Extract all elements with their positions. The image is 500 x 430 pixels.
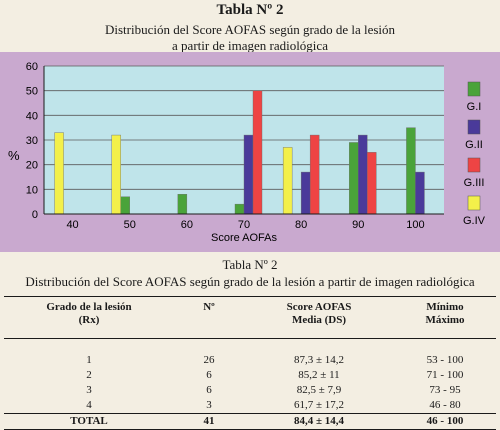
x-tick-label: 100 [406,219,424,231]
table-cell: 53 - 100 [426,354,464,366]
table-cell: TOTAL [4,413,174,430]
table-cell: 71 - 100 [426,369,464,381]
bar-gi-90 [349,142,359,215]
legend-label: G.II [465,139,483,151]
legend-label: G.III [464,177,485,189]
table-row: 3 6 82,5 ± 7,9 73 - 95 [4,383,496,398]
x-axis-label: Score AOFAs [211,232,278,244]
table-cell: 6 [206,384,212,396]
table-cell: 4 [86,399,92,411]
y-tick-label: 60 [26,61,38,73]
bar-chart: 0 10 20 30 40 50 60 40 50 60 70 80 90 100 % Score AOF… [0,52,500,252]
bar-gi-70 [234,203,245,215]
table-cell: 6 [206,369,212,381]
y-tick-label: 40 [26,110,38,122]
table-cell: 3 [86,384,92,396]
table-total-row: TOTAL 41 84,4 ± 14,4 46 - 100 [4,413,496,430]
legend-swatch-gii [467,119,481,135]
bar-giv-80 [282,147,293,215]
table-cell: 1 [86,354,92,366]
table-cell: 26 [203,354,215,366]
bar-gii-70 [243,134,254,215]
bar-giv-50 [111,134,121,215]
chart-subtitle-line1: Distribución del Score AOFAS según grado… [104,22,396,37]
legend-label: G.IV [463,215,486,227]
table-cell: 85,2 ± 11 [298,369,340,381]
legend-swatch-giii [467,157,481,173]
y-axis-label: % [8,148,20,163]
table-cell: 84,4 ± 14,4 [244,413,394,430]
table-cell: 73 - 95 [429,384,461,396]
bar-gi-100 [406,127,416,215]
table-cell: 46 - 100 [394,413,496,430]
bar-giv-40 [54,132,64,215]
header-score: Score AOFAS Media (DS) [244,296,394,339]
table-title: Tabla Nº 2 [222,257,278,272]
table-cell: 3 [206,399,212,411]
legend-swatch-giv [467,195,481,211]
table-cell: 41 [174,413,244,430]
bar-gii-80 [300,171,311,215]
table-cell: 61,7 ± 17,2 [293,399,345,411]
bar-giii-80 [309,134,320,215]
bar-gii-100 [415,171,425,215]
table-subtitle: Distribución del Score AOFAS según grado… [25,274,475,289]
header-n: Nº [174,296,244,339]
table-cell: 46 - 80 [429,399,461,411]
y-tick-label: 20 [26,160,38,172]
legend-label: G.I [467,101,482,113]
table-header-row: Grado de la lesión (Rx) Nº Score AOFAS Med… [4,296,496,339]
results-table: Grado de la lesión (Rx) Nº Score AOFAS Med… [4,296,496,430]
y-tick-label: 30 [26,135,38,147]
bar-gii-90 [358,134,368,215]
bar-gi-60 [177,194,188,215]
table-row: 2 6 85,2 ± 11 71 - 100 [4,368,496,383]
table-cell: 82,5 ± 7,9 [296,384,342,396]
table-row: 4 3 61,7 ± 17,2 46 - 80 [4,398,496,414]
y-tick-label: 0 [32,209,38,221]
chart-title: Tabla Nº 2 [216,2,284,18]
x-tick-label: 60 [181,219,193,231]
bar-giii-90 [367,152,377,215]
x-tick-label: 70 [238,219,250,231]
header-grado: Grado de la lesión (Rx) [4,296,174,339]
x-tick-label: 40 [66,219,78,231]
y-tick-label: 50 [26,86,38,98]
table-cell: 2 [86,369,92,381]
y-tick-label: 10 [26,184,38,196]
bar-gi-50 [120,196,130,215]
header-min-max: Mínimo Máximo [394,296,496,339]
legend-swatch-gi [467,81,481,97]
x-tick-label: 80 [295,219,307,231]
chart-subtitle-line2: a partir de imagen radiológica [172,38,328,53]
x-tick-label: 50 [124,219,136,231]
table-row: 1 26 87,3 ± 14,2 53 - 100 [4,353,496,368]
bar-giii-70 [252,90,263,215]
x-tick-label: 90 [352,219,364,231]
table-cell: 87,3 ± 14,2 [293,354,345,366]
